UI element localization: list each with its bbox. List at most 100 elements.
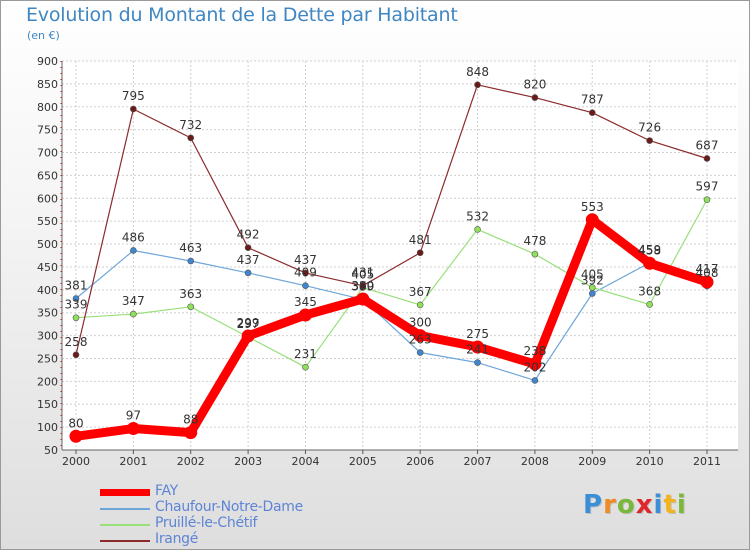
data-label: 787 <box>581 93 604 107</box>
data-point <box>72 351 80 359</box>
data-label: 687 <box>696 138 719 152</box>
data-label: 405 <box>581 268 604 282</box>
legend-swatch-chaufour <box>100 508 150 510</box>
data-point <box>416 249 424 257</box>
data-label: 238 <box>523 344 546 358</box>
data-point <box>187 134 195 142</box>
legend-label-chaufour: Chaufour-Notre-Dame <box>155 499 303 515</box>
data-label: 486 <box>122 230 145 244</box>
data-point <box>531 94 539 101</box>
y-tick-label: 250 <box>37 352 58 365</box>
data-point <box>528 357 542 371</box>
x-tick-label: 2011 <box>693 455 721 468</box>
x-tick-label: 2000 <box>62 455 90 468</box>
data-label: 458 <box>638 243 661 257</box>
y-tick-label: 150 <box>37 398 58 411</box>
y-tick-label: 850 <box>37 78 58 91</box>
series-line-2 <box>75 199 708 368</box>
data-point <box>72 314 80 322</box>
legend-label-fay: FAY <box>155 483 178 499</box>
data-point <box>588 109 596 117</box>
logo-letter: i <box>676 490 687 520</box>
data-label: 300 <box>409 316 432 330</box>
data-point <box>130 105 137 113</box>
axes: 50 100 150 200 250 300 350 400 450 500 550 600 650 70… <box>37 55 738 468</box>
data-point <box>184 426 198 440</box>
data-label: 417 <box>696 262 719 276</box>
y-tick-label: 400 <box>37 284 58 297</box>
data-label: 241 <box>466 343 489 357</box>
data-label: 380 <box>351 279 374 293</box>
y-tick-label: 600 <box>37 192 58 205</box>
y-tick-label: 500 <box>37 238 58 251</box>
data-point <box>471 340 485 354</box>
data-label: 339 <box>65 298 88 312</box>
data-point <box>69 429 83 443</box>
data-point <box>413 329 427 343</box>
data-label: 405 <box>351 268 374 282</box>
y-tick-label: 50 <box>44 444 58 457</box>
data-label: 437 <box>294 253 317 267</box>
plot-area <box>62 61 738 450</box>
data-point <box>474 359 481 366</box>
y-tick-label: 300 <box>37 330 58 343</box>
data-label: 463 <box>179 241 202 255</box>
x-tick-label: 2002 <box>177 455 205 468</box>
logo-letter: r <box>603 490 617 520</box>
data-points <box>69 81 714 443</box>
legend-label-pruille: Pruillé-le-Chétif <box>155 515 258 531</box>
logo-letter: P <box>583 490 604 520</box>
logo-letter: o <box>616 490 636 520</box>
data-point <box>646 137 653 144</box>
x-tick-label: 2008 <box>521 455 549 468</box>
data-label: 263 <box>409 333 432 347</box>
data-label: 299 <box>237 316 260 330</box>
data-labels: 80 97 88 299 345 380 300 275 238 553 458 417 381 486 4… <box>65 65 719 430</box>
data-point <box>474 226 481 233</box>
data-label: 848 <box>466 65 489 79</box>
data-label: 409 <box>294 266 317 280</box>
data-label: 381 <box>65 279 88 293</box>
data-label: 553 <box>581 200 604 214</box>
data-point <box>130 247 137 254</box>
x-tick-label: 2004 <box>291 455 319 468</box>
data-label: 459 <box>638 243 661 257</box>
data-label: 297 <box>237 317 260 331</box>
data-label: 478 <box>523 234 546 248</box>
data-point <box>359 282 367 290</box>
y-tick-label: 100 <box>37 421 58 434</box>
data-point <box>588 290 596 297</box>
data-point <box>302 282 309 290</box>
x-tick-label: 2005 <box>349 455 377 468</box>
data-point <box>356 292 370 306</box>
data-label: 347 <box>122 294 145 308</box>
series-line-1 <box>75 249 708 381</box>
data-label: 231 <box>294 347 317 361</box>
legend-swatch-fay <box>100 489 150 496</box>
x-tick-label: 2010 <box>636 455 664 468</box>
data-label: 80 <box>68 416 83 430</box>
data-point <box>298 308 312 322</box>
legend-swatch-irange <box>100 540 150 542</box>
data-label: 532 <box>466 209 489 223</box>
data-label: 345 <box>294 295 317 309</box>
series-lines <box>71 84 712 441</box>
data-point <box>588 284 596 291</box>
data-point <box>244 269 252 277</box>
data-point <box>531 377 539 384</box>
data-label: 481 <box>409 233 432 247</box>
data-label: 97 <box>126 408 141 422</box>
data-point <box>126 421 140 435</box>
data-label: 88 <box>183 413 198 427</box>
data-point <box>416 301 424 309</box>
data-point <box>703 155 711 162</box>
logo-letter: x <box>635 490 654 520</box>
data-label: 726 <box>638 121 661 135</box>
legend-swatch-pruille <box>100 524 150 526</box>
y-tick-label: 550 <box>37 215 58 228</box>
series-line-0 <box>71 215 712 441</box>
data-label: 732 <box>179 118 202 132</box>
series-line-3 <box>75 84 708 356</box>
chart-subtitle: (en €) <box>27 29 60 42</box>
